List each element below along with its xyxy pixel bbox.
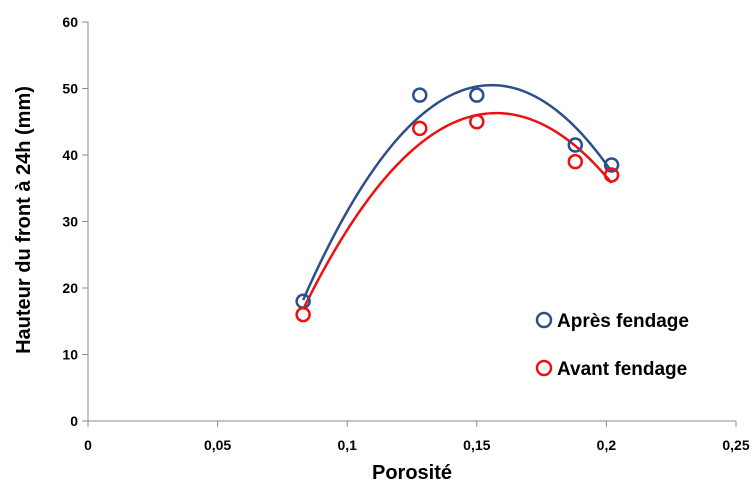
data-point-series-0 — [469, 87, 485, 103]
x-tick-label: 0 — [84, 437, 92, 453]
x-tick-label: 0,15 — [463, 437, 490, 453]
x-tick-label: 0,1 — [337, 437, 357, 453]
data-point-series-1 — [412, 120, 428, 137]
x-tick-label: 0,2 — [597, 437, 617, 453]
data-point-series-1 — [603, 167, 620, 183]
y-tick-label: 40 — [62, 147, 78, 163]
legend-label-avant: Avant fendage — [557, 359, 687, 380]
x-tick-label: 0,05 — [204, 437, 231, 453]
data-point-series-1 — [469, 114, 485, 130]
x-axis-title: Porosité — [372, 462, 452, 484]
legend: Après fendage Avant fendage — [535, 311, 689, 380]
legend-marker-avant — [535, 359, 553, 377]
legend-entry-apres: Après fendage — [535, 311, 689, 332]
data-point-series-1 — [295, 306, 311, 323]
legend-marker-apres — [535, 311, 553, 329]
trendlines — [301, 83, 613, 310]
y-tick-label: 60 — [62, 14, 78, 30]
x-tick-label: 0,25 — [722, 437, 749, 453]
data-points — [295, 87, 620, 323]
y-tick-label: 30 — [62, 214, 78, 230]
trendline-series-1 — [302, 111, 613, 310]
y-axis-title: Hauteur du front à 24h (mm) — [13, 86, 35, 354]
y-tick-label: 0 — [70, 413, 78, 429]
data-point-series-0 — [412, 87, 428, 103]
y-tick-label: 20 — [62, 280, 78, 296]
y-tick-label: 50 — [62, 81, 78, 97]
data-point-series-0 — [603, 157, 620, 173]
tick-labels: 0 10 20 30 40 50 60 0 0,05 0,1 0,15 0,2 0,25 — [62, 14, 749, 453]
y-tick-label: 10 — [62, 347, 78, 363]
data-point-series-1 — [567, 153, 584, 170]
data-point-series-0 — [567, 137, 584, 153]
legend-entry-avant: Avant fendage — [535, 359, 687, 380]
tick-marks — [82, 21, 737, 427]
legend-label-apres: Après fendage — [557, 311, 689, 332]
trendline-series-0 — [301, 83, 613, 301]
